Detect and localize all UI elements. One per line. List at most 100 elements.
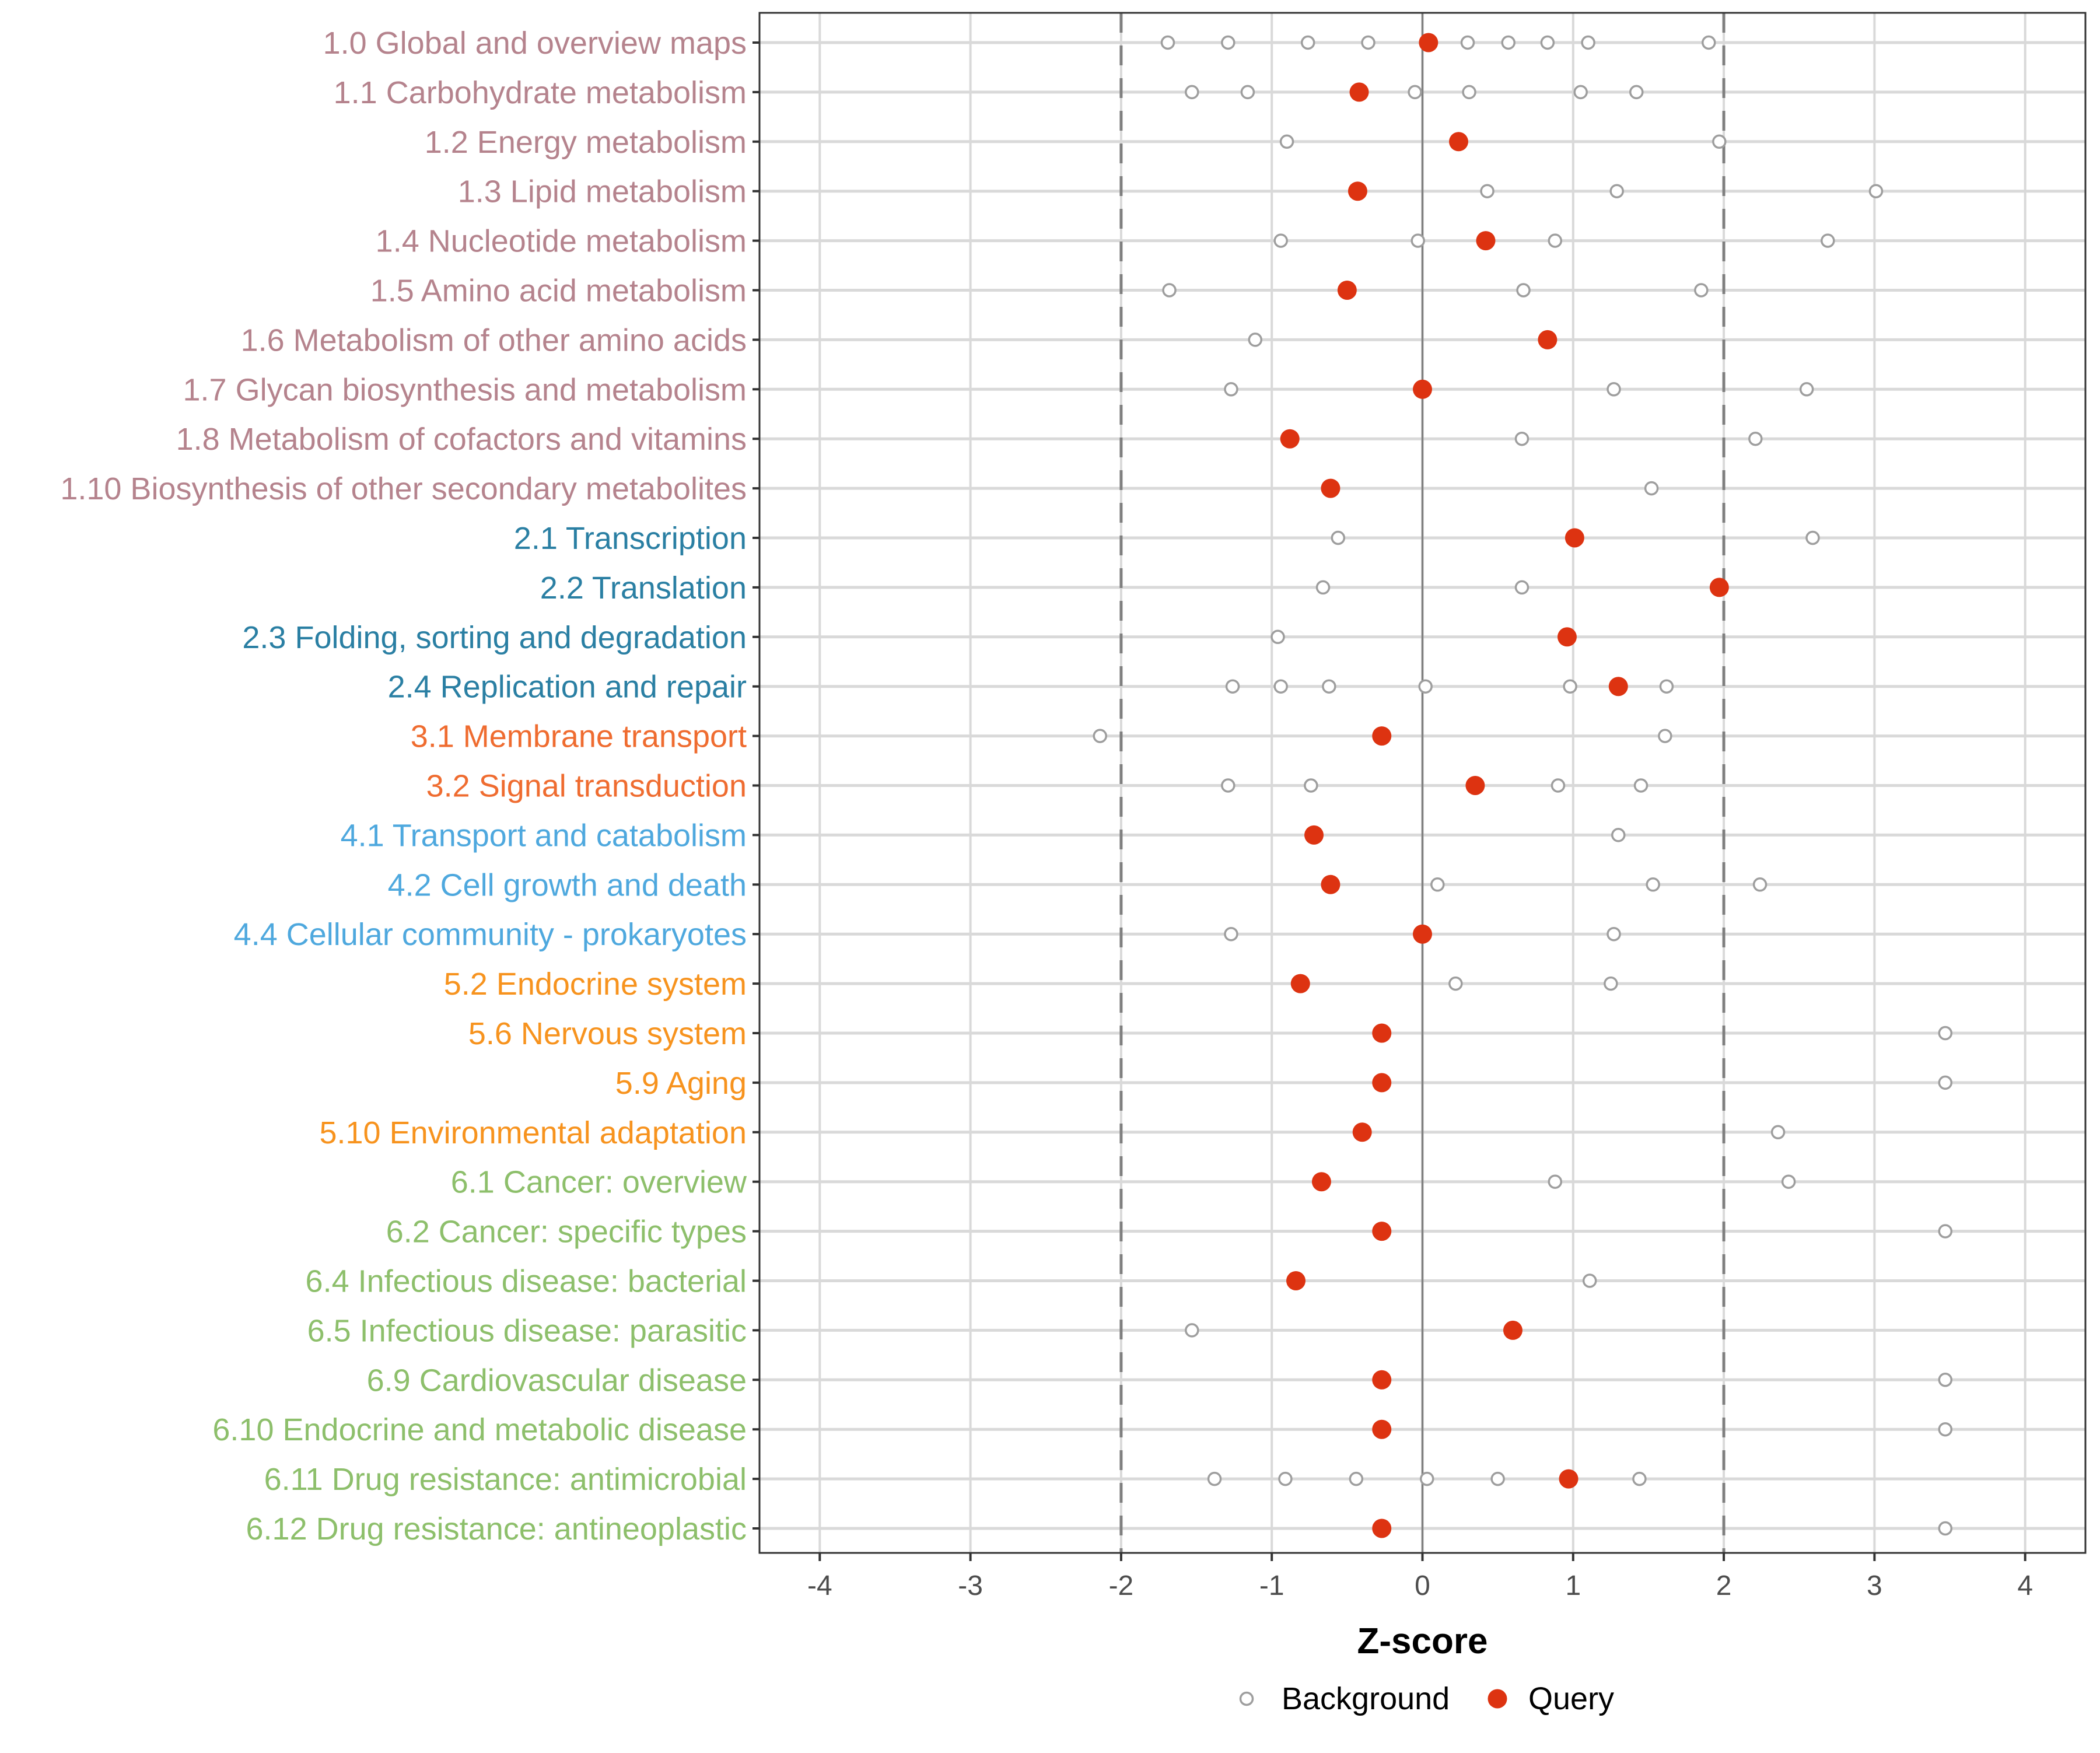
query-point [1372, 1518, 1392, 1538]
y-tick-label: 1.7 Glycan biosynthesis and metabolism [183, 372, 747, 407]
x-tick-label: 3 [1867, 1570, 1882, 1601]
background-point [1304, 778, 1318, 793]
background-point [1781, 1174, 1796, 1189]
background-point [1752, 877, 1768, 892]
background-point [1419, 1471, 1434, 1486]
y-axis-labels: 1.0 Global and overview maps 1.1 Carbohyd… [60, 26, 760, 1546]
y-tick-label: 5.6 Nervous system [468, 1016, 747, 1051]
y-tick-label: 4.1 Transport and catabolism [341, 818, 747, 853]
query-point [1280, 429, 1300, 449]
background-point [1207, 1471, 1222, 1486]
background-point [1300, 35, 1315, 50]
x-axis: -4 -3 -2 -1 0 1 2 3 4 [807, 1553, 2033, 1601]
background-point [1868, 184, 1884, 198]
query-point [1349, 82, 1369, 102]
query-point [1465, 776, 1485, 795]
y-tick-label: 6.1 Cancer: overview [451, 1165, 747, 1200]
x-tick-label: 4 [2017, 1570, 2033, 1601]
background-point [1658, 729, 1672, 743]
background-point [1805, 530, 1820, 545]
x-tick-label: -1 [1259, 1570, 1284, 1601]
background-point [1490, 1471, 1505, 1486]
y-tick-label: 3.1 Membrane transport [411, 719, 747, 754]
background-point [1315, 580, 1331, 595]
query-point [1321, 874, 1340, 894]
background-point [1606, 926, 1621, 942]
background-point [1581, 35, 1595, 50]
y-tick-label: 1.4 Nucleotide metabolism [376, 224, 747, 259]
y-tick-label: 1.3 Lipid metabolism [458, 174, 747, 209]
background-point [1221, 35, 1236, 50]
query-point [1321, 478, 1340, 498]
background-point [1514, 580, 1530, 595]
y-tick-label: 6.2 Cancer: specific types [386, 1215, 747, 1250]
background-point [1240, 85, 1255, 100]
background-point [1160, 35, 1175, 50]
background-point [1322, 679, 1336, 694]
x-tick-label: -3 [958, 1570, 983, 1601]
background-point [1632, 1471, 1647, 1486]
background-point [1224, 382, 1238, 397]
query-point [1503, 1320, 1522, 1340]
background-point [1248, 333, 1263, 347]
query-point [1413, 924, 1432, 944]
points-layer [1093, 33, 1953, 1538]
background-point [1418, 679, 1433, 694]
y-tick-label: 1.1 Carbohydrate metabolism [334, 75, 747, 110]
background-point [1938, 1026, 1953, 1041]
query-point [1290, 974, 1310, 993]
background-point [1938, 1075, 1953, 1090]
background-point [1550, 778, 1566, 793]
background-point [1770, 1125, 1786, 1140]
background-point [1408, 85, 1422, 100]
background-point [1278, 1471, 1293, 1486]
query-point [1372, 1419, 1392, 1439]
y-tick-label: 1.2 Energy metabolism [425, 125, 747, 160]
y-tick-label: 1.0 Global and overview maps [323, 26, 747, 61]
background-point [1501, 35, 1516, 50]
y-tick-label: 6.11 Drug resistance: antimicrobial [264, 1462, 747, 1497]
background-point [1646, 877, 1660, 892]
query-point [1286, 1271, 1306, 1290]
background-point [1331, 530, 1346, 545]
query-point [1419, 33, 1438, 53]
background-point [1606, 382, 1621, 397]
y-tick-label: 5.10 Environmental adaptation [319, 1115, 747, 1150]
background-point [1540, 35, 1555, 50]
background-point [1573, 85, 1588, 100]
y-tick-label: 6.9 Cardiovascular disease [367, 1363, 747, 1398]
background-point [1694, 283, 1709, 298]
background-point [1279, 134, 1294, 149]
query-point [1538, 330, 1558, 349]
legend-query-marker [1488, 1689, 1507, 1709]
legend-background-label: Background [1282, 1681, 1450, 1716]
y-tick-label: 4.2 Cell growth and death [388, 867, 747, 902]
legend: Background Query [1239, 1681, 1614, 1716]
y-tick-label: 1.10 Biosynthesis of other secondary met… [60, 471, 747, 506]
background-point [1349, 1471, 1364, 1486]
background-point [1611, 828, 1626, 842]
background-point [1516, 283, 1531, 298]
background-point [1609, 184, 1624, 198]
x-tick-label: 0 [1415, 1570, 1430, 1601]
reference-lines [1119, 13, 1726, 1553]
background-point [1224, 926, 1238, 942]
background-point [1548, 233, 1563, 248]
background-point [1273, 679, 1288, 694]
background-point [1221, 778, 1236, 793]
y-tick-label: 2.4 Replication and repair [388, 670, 747, 705]
background-point [1185, 85, 1199, 100]
y-tick-label: 1.8 Metabolism of cofactors and vitamins [176, 422, 747, 457]
background-point [1629, 85, 1644, 100]
background-point [1563, 679, 1577, 694]
y-tick-label: 6.10 Endocrine and metabolic disease [212, 1412, 747, 1447]
query-point [1448, 132, 1468, 152]
background-point [1633, 778, 1648, 793]
background-point [1644, 481, 1659, 496]
background-point [1938, 1373, 1953, 1387]
background-point [1462, 85, 1476, 100]
background-point [1225, 679, 1240, 694]
background-point [1270, 629, 1285, 645]
background-point [1185, 1323, 1199, 1338]
